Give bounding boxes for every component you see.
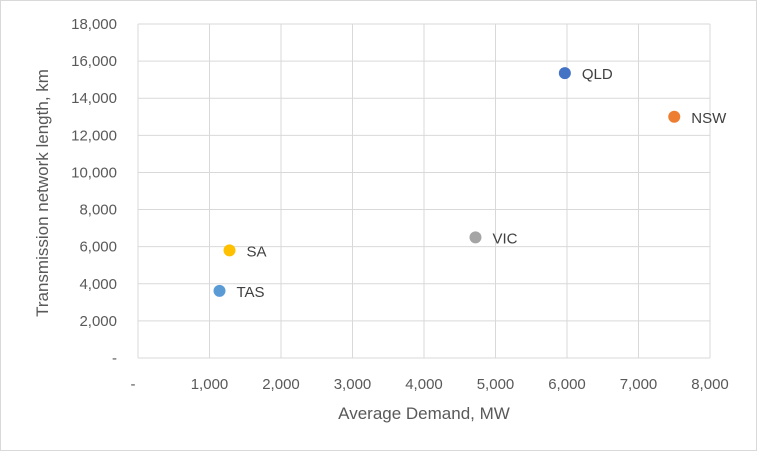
x-tick-label: 3,000 [334,376,372,393]
y-tick-label: 12,000 [71,127,117,144]
y-tick-label: - [112,350,117,367]
x-tick-label: 4,000 [405,376,443,393]
data-label-nsw: NSW [691,110,727,127]
x-tick-label: 7,000 [620,376,658,393]
y-tick-label: 18,000 [71,16,117,33]
y-tick-label: 8,000 [79,202,117,219]
data-point-sa [223,244,236,257]
x-tick-label: 6,000 [548,376,586,393]
x-tick-label: 5,000 [477,376,515,393]
data-points [213,67,681,297]
y-tick-label: 2,000 [79,313,117,330]
data-label-tas: TAS [237,284,265,301]
data-point-tas [213,284,226,297]
y-tick-label: 16,000 [71,53,117,70]
data-labels: QLD NSW VIC SA TAS [237,66,728,301]
tick-labels: - 2,000 4,000 6,000 8,000 10,000 12,000 14,000 1… [71,16,729,393]
data-point-nsw [668,110,681,123]
x-tick-label: 2,000 [262,376,300,393]
data-point-qld [558,67,571,80]
data-point-vic [469,231,482,244]
data-label-sa: SA [247,243,267,260]
gridlines [137,23,711,359]
x-tick-label: 8,000 [691,376,729,393]
y-tick-label: 14,000 [71,90,117,107]
y-tick-label: 10,000 [71,164,117,181]
x-axis-title: Average Demand, MW [338,404,510,423]
data-label-vic: VIC [492,230,517,247]
data-label-qld: QLD [582,66,613,83]
y-tick-label: 6,000 [79,239,117,256]
x-tick-label: - [131,376,136,393]
y-tick-label: 4,000 [79,276,117,293]
x-tick-label: 1,000 [191,376,229,393]
y-axis-title: Transmission network length, km [33,69,52,317]
